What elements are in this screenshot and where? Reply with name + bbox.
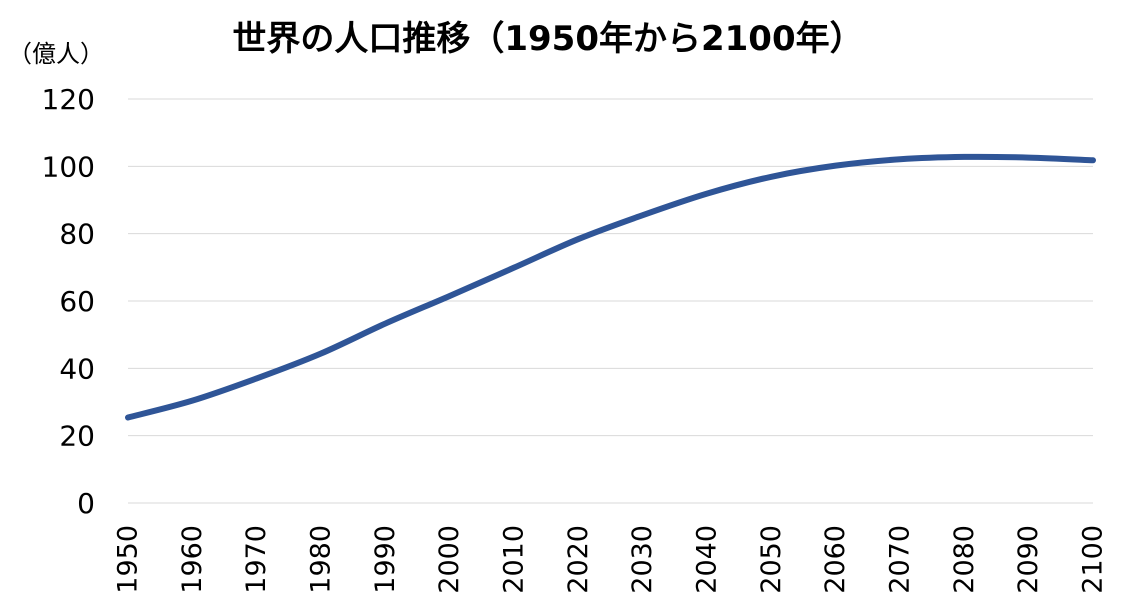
data-point-2040 bbox=[704, 191, 710, 197]
y-tick-label: 100 bbox=[42, 150, 95, 183]
data-point-1980 bbox=[318, 351, 324, 357]
y-tick-label: 80 bbox=[59, 218, 95, 251]
x-tick-label: 1960 bbox=[177, 525, 208, 594]
data-point-2030 bbox=[640, 212, 646, 218]
data-point-1990 bbox=[382, 321, 388, 327]
y-tick-label: 20 bbox=[59, 420, 95, 453]
x-tick-label: 2070 bbox=[885, 525, 916, 594]
y-tick-label: 120 bbox=[42, 83, 95, 116]
x-tick-label: 2100 bbox=[1078, 525, 1109, 594]
y-axis-unit-label: （億人） bbox=[8, 40, 104, 68]
x-tick-label: 2050 bbox=[756, 525, 787, 594]
x-tick-label: 2000 bbox=[434, 525, 465, 594]
x-tick-label: 2040 bbox=[692, 525, 723, 594]
x-tick-label: 2010 bbox=[499, 525, 530, 594]
x-tick-label: 2080 bbox=[949, 525, 980, 594]
data-point-2050 bbox=[768, 174, 774, 180]
y-tick-label: 40 bbox=[59, 352, 95, 385]
data-point-2060 bbox=[833, 163, 839, 169]
x-tick-label: 1970 bbox=[241, 525, 272, 594]
data-point-1960 bbox=[189, 398, 195, 404]
x-tick-label: 1990 bbox=[370, 525, 401, 594]
x-tick-label: 1950 bbox=[113, 525, 144, 594]
data-point-2000 bbox=[447, 293, 453, 299]
data-point-2090 bbox=[1026, 155, 1032, 161]
y-tick-label: 0 bbox=[77, 487, 95, 520]
series-group bbox=[125, 153, 1096, 421]
data-point-2070 bbox=[897, 156, 903, 162]
y-axis-tick-labels: 0 20 40 60 80 100 120 bbox=[42, 83, 95, 520]
data-point-1970 bbox=[254, 375, 260, 381]
x-axis-tick-labels: 1950 1960 1970 1980 1990 2000 2010 2020 2030 2040… bbox=[113, 525, 1109, 594]
x-tick-label: 2030 bbox=[627, 525, 658, 594]
data-point-2080 bbox=[961, 154, 967, 160]
data-point-2100 bbox=[1090, 157, 1096, 163]
chart-title: 世界の人口推移（1950年から2100年） bbox=[232, 19, 863, 59]
data-point-1950 bbox=[125, 414, 131, 420]
x-tick-label: 2090 bbox=[1013, 525, 1044, 594]
x-tick-label: 2060 bbox=[820, 525, 851, 594]
y-tick-label: 60 bbox=[59, 285, 95, 318]
x-tick-label: 2020 bbox=[563, 525, 594, 594]
series-line-population bbox=[125, 153, 1096, 421]
data-point-2020 bbox=[575, 236, 581, 242]
data-point-2010 bbox=[511, 265, 517, 271]
x-tick-label: 1980 bbox=[306, 525, 337, 594]
